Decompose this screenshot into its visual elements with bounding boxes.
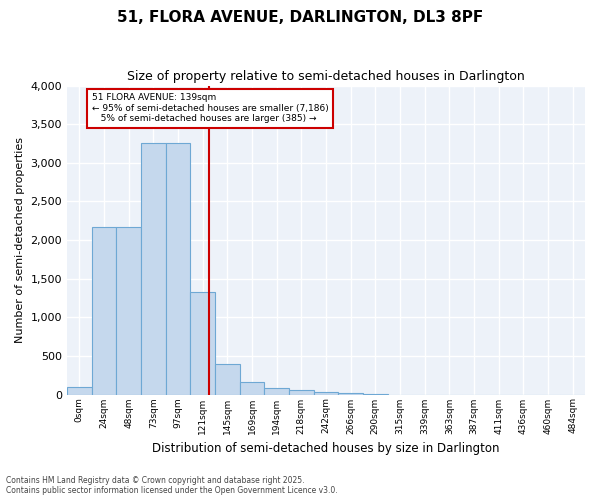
- Title: Size of property relative to semi-detached houses in Darlington: Size of property relative to semi-detach…: [127, 70, 525, 83]
- Bar: [190, 292, 215, 394]
- Bar: [265, 388, 289, 394]
- Bar: [67, 387, 92, 394]
- Text: 51, FLORA AVENUE, DARLINGTON, DL3 8PF: 51, FLORA AVENUE, DARLINGTON, DL3 8PF: [117, 10, 483, 25]
- Bar: [92, 226, 116, 394]
- Text: Contains HM Land Registry data © Crown copyright and database right 2025.
Contai: Contains HM Land Registry data © Crown c…: [6, 476, 338, 495]
- X-axis label: Distribution of semi-detached houses by size in Darlington: Distribution of semi-detached houses by …: [152, 442, 500, 455]
- Bar: [116, 226, 141, 394]
- Bar: [215, 364, 239, 394]
- Bar: [338, 393, 363, 394]
- Bar: [314, 392, 338, 394]
- Y-axis label: Number of semi-detached properties: Number of semi-detached properties: [15, 137, 25, 343]
- Bar: [141, 144, 166, 394]
- Bar: [166, 144, 190, 394]
- Bar: [239, 382, 265, 394]
- Bar: [289, 390, 314, 394]
- Text: 51 FLORA AVENUE: 139sqm
← 95% of semi-detached houses are smaller (7,186)
   5% : 51 FLORA AVENUE: 139sqm ← 95% of semi-de…: [92, 94, 328, 123]
